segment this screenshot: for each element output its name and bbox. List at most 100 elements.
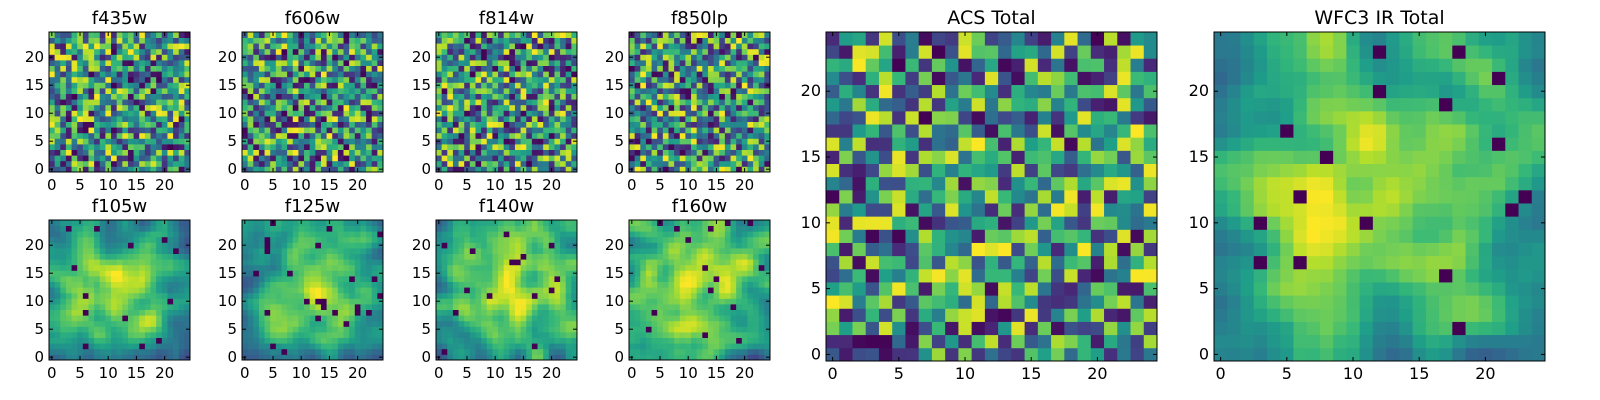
heatmap-cell (258, 116, 265, 122)
heatmap-cell (475, 309, 482, 316)
heatmap-cell (634, 292, 641, 299)
heatmap-cell (309, 337, 316, 344)
panel-title: f814w (479, 8, 534, 29)
heatmap-cell (184, 88, 191, 94)
heatmap-cell (452, 332, 459, 338)
heatmap-cell (94, 104, 101, 111)
heatmap-cell (441, 332, 448, 338)
heatmap-cell (520, 242, 527, 249)
heatmap-cell (94, 253, 101, 260)
heatmap-cell (371, 121, 378, 128)
heatmap-cell (719, 326, 726, 333)
heatmap-cell (503, 287, 510, 294)
heatmap-cell (526, 332, 533, 338)
heatmap-cell (178, 309, 185, 316)
heatmap-cell (514, 242, 521, 249)
heatmap-cell (436, 99, 443, 106)
heatmap-cell (719, 60, 726, 66)
heatmap-cell (150, 110, 157, 117)
heatmap-cell (526, 60, 533, 66)
heatmap-cell (458, 93, 465, 100)
heatmap-cell (161, 127, 168, 134)
heatmap-cell (481, 220, 488, 226)
heatmap-cell (645, 348, 652, 355)
heatmap-cell (526, 138, 533, 145)
heatmap-cell (247, 259, 254, 266)
heatmap-cell (458, 298, 465, 305)
heatmap-cell (486, 65, 493, 72)
heatmap-cell (111, 160, 118, 167)
heatmap-cell (571, 99, 578, 106)
heatmap-cell (707, 76, 714, 83)
heatmap-cell (54, 104, 61, 111)
x-tick-label: 0 (434, 176, 444, 194)
heatmap-cell (270, 104, 277, 111)
heatmap-cell (253, 348, 260, 355)
heatmap-cell (287, 138, 294, 145)
heatmap-cell (320, 320, 327, 327)
heatmap-cell (662, 71, 669, 78)
heatmap-cell (349, 225, 356, 232)
heatmap-cell (486, 60, 493, 66)
heatmap-cell (486, 242, 493, 249)
heatmap-cell (447, 354, 454, 361)
heatmap-cell (320, 149, 327, 156)
heatmap-cell (503, 121, 510, 128)
heatmap-cell (674, 298, 681, 305)
heatmap-cell (111, 65, 118, 72)
heatmap-cell (144, 292, 151, 299)
heatmap-cell (139, 138, 146, 145)
heatmap-cell (298, 276, 305, 282)
heatmap-cell (349, 332, 356, 338)
heatmap-cell (304, 54, 311, 61)
heatmap-cell (247, 343, 254, 350)
heatmap-cell (139, 43, 146, 50)
heatmap-cell (349, 248, 356, 254)
heatmap-cell (452, 248, 459, 254)
heatmap-cell (657, 76, 664, 83)
heatmap-cell (520, 231, 527, 238)
heatmap-cell (486, 104, 493, 111)
heatmap-cell (741, 138, 748, 145)
heatmap-cell (287, 276, 294, 282)
heatmap-cell (65, 225, 72, 232)
heatmap-cell (161, 160, 168, 167)
heatmap-cell (724, 76, 731, 83)
heatmap-cell (514, 304, 521, 310)
heatmap-cell (560, 287, 567, 294)
heatmap-cell (730, 60, 737, 66)
heatmap-cell (458, 264, 465, 271)
heatmap-cell (447, 37, 454, 44)
heatmap-cell (366, 292, 373, 299)
heatmap-cell (747, 54, 754, 61)
heatmap-cell (116, 43, 123, 50)
heatmap-cell (298, 116, 305, 122)
heatmap-cell (492, 337, 499, 344)
heatmap-cell (337, 155, 344, 162)
heatmap-cell (730, 287, 737, 294)
heatmap-cell (54, 155, 61, 162)
heatmap-cell (526, 88, 533, 94)
heatmap-cell (156, 248, 163, 254)
heatmap-cell (88, 298, 95, 305)
heatmap-cell (764, 99, 771, 106)
heatmap-cell (258, 304, 265, 310)
heatmap-cell (764, 32, 771, 38)
heatmap-cell (645, 270, 652, 277)
heatmap-cell (366, 343, 373, 350)
heatmap-cell (730, 326, 737, 333)
heatmap-cell (161, 155, 168, 162)
heatmap-cell (469, 236, 476, 243)
y-tick-label: 0 (227, 160, 237, 178)
heatmap-cell (371, 104, 378, 111)
heatmap-cell (167, 281, 174, 288)
heatmap-cell (668, 60, 675, 66)
heatmap-cell (475, 32, 482, 38)
heatmap-cell (60, 116, 67, 122)
heatmap-cell (54, 225, 61, 232)
heatmap-cell (332, 155, 339, 162)
heatmap-cell (270, 264, 277, 271)
heatmap-cell (543, 348, 550, 355)
heatmap-cell (713, 281, 720, 288)
heatmap-cell (747, 292, 754, 299)
